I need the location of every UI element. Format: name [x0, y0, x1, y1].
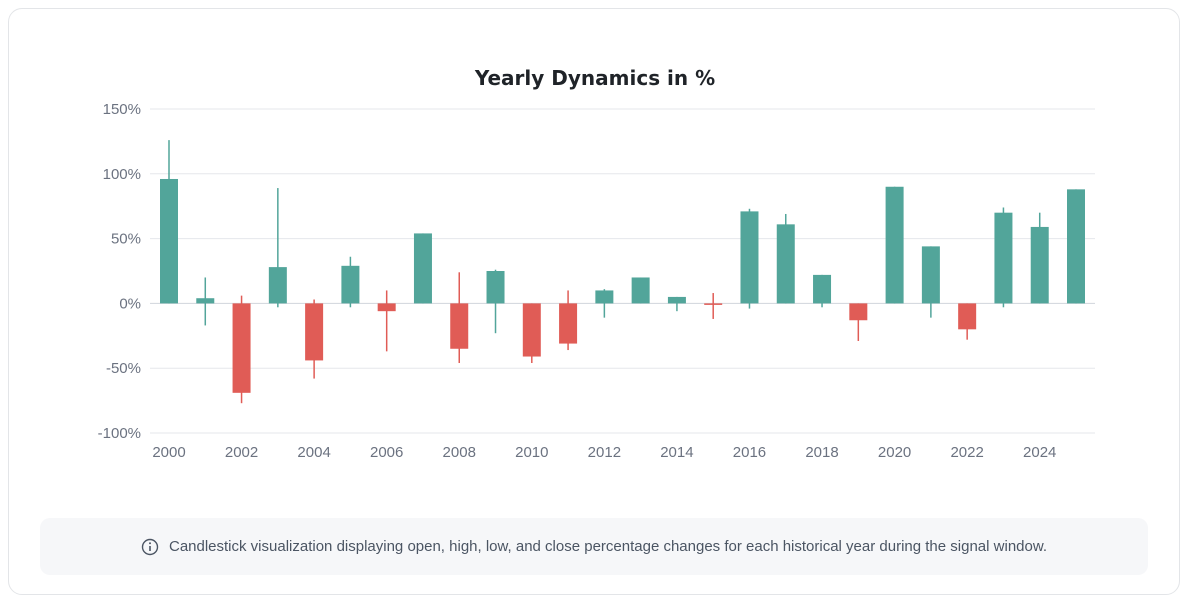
candle-body [667, 296, 686, 304]
candle [667, 296, 686, 312]
y-tick-label: 0% [119, 295, 141, 312]
candle [740, 208, 759, 309]
candle-body [1067, 189, 1085, 304]
candle-body [522, 303, 541, 357]
x-tick-label: 2016 [733, 444, 766, 461]
y-tick-label: 150% [103, 101, 141, 118]
candles [160, 140, 1085, 404]
candle [1067, 189, 1085, 304]
candle-body [305, 303, 324, 361]
candle [813, 274, 832, 308]
candle-body [631, 277, 650, 304]
candle [450, 272, 469, 364]
x-tick-label: 2014 [660, 444, 693, 461]
candle [268, 188, 287, 308]
info-note-text: Candlestick visualization displaying ope… [168, 538, 1048, 555]
candle-body [450, 303, 469, 349]
candle [559, 290, 578, 351]
candle [377, 290, 396, 352]
candle [232, 295, 251, 404]
candle-body [704, 303, 723, 305]
x-tick-label: 2002 [225, 444, 258, 461]
x-tick-label: 2008 [443, 444, 476, 461]
y-tick-label: -50% [106, 360, 141, 377]
candle-body [486, 271, 505, 304]
candle-body [958, 303, 977, 330]
y-axis: 150% 100% 50% 0% -50% -100% [98, 101, 141, 442]
candle-body [559, 303, 578, 344]
candle [305, 299, 324, 379]
candle [196, 277, 215, 326]
x-tick-label: 2018 [805, 444, 838, 461]
x-tick-label: 2010 [515, 444, 548, 461]
x-tick-label: 2000 [152, 444, 185, 461]
chart-title: Yearly Dynamics in % [474, 66, 715, 90]
candle-body [849, 303, 868, 321]
x-tick-label: 2006 [370, 444, 403, 461]
candle [1030, 212, 1049, 304]
candle-body [232, 303, 251, 393]
y-tick-label: -100% [98, 425, 141, 442]
candle [704, 293, 723, 319]
x-tick-label: 2012 [588, 444, 621, 461]
candle [958, 303, 977, 340]
info-icon [141, 538, 159, 556]
candle-body [268, 267, 287, 304]
x-tick-label: 2022 [950, 444, 983, 461]
candle [413, 233, 432, 304]
candle-body [776, 224, 795, 304]
candle [994, 207, 1013, 308]
candle-body [740, 211, 759, 304]
x-tick-label: 2024 [1023, 444, 1056, 461]
candle [921, 246, 940, 318]
candle [486, 269, 505, 334]
y-tick-label: 50% [111, 231, 141, 248]
y-tick-label: 100% [103, 166, 141, 183]
candle [885, 186, 904, 304]
candle-body [1030, 226, 1049, 304]
candle [631, 277, 650, 304]
candle [341, 256, 360, 308]
candle-body [341, 265, 360, 304]
candle-body [813, 274, 832, 304]
candle [776, 213, 795, 304]
candle-body [377, 303, 396, 312]
info-note: Candlestick visualization displaying ope… [40, 518, 1148, 575]
x-tick-label: 2020 [878, 444, 911, 461]
x-axis: 2000 2002 2004 2006 2008 2010 2012 2014 2016 2018… [152, 444, 1056, 461]
candle-body [413, 233, 432, 304]
candle-body [885, 186, 904, 304]
candle [595, 289, 614, 318]
x-tick-label: 2004 [297, 444, 330, 461]
candle-body [595, 290, 614, 304]
candle-body [921, 246, 940, 304]
candle-body [160, 178, 178, 304]
candle [849, 303, 868, 341]
candle [522, 303, 541, 364]
candle-body [994, 212, 1013, 304]
grid-layer [150, 108, 1095, 434]
candle [160, 140, 178, 304]
candle-body [196, 298, 215, 304]
